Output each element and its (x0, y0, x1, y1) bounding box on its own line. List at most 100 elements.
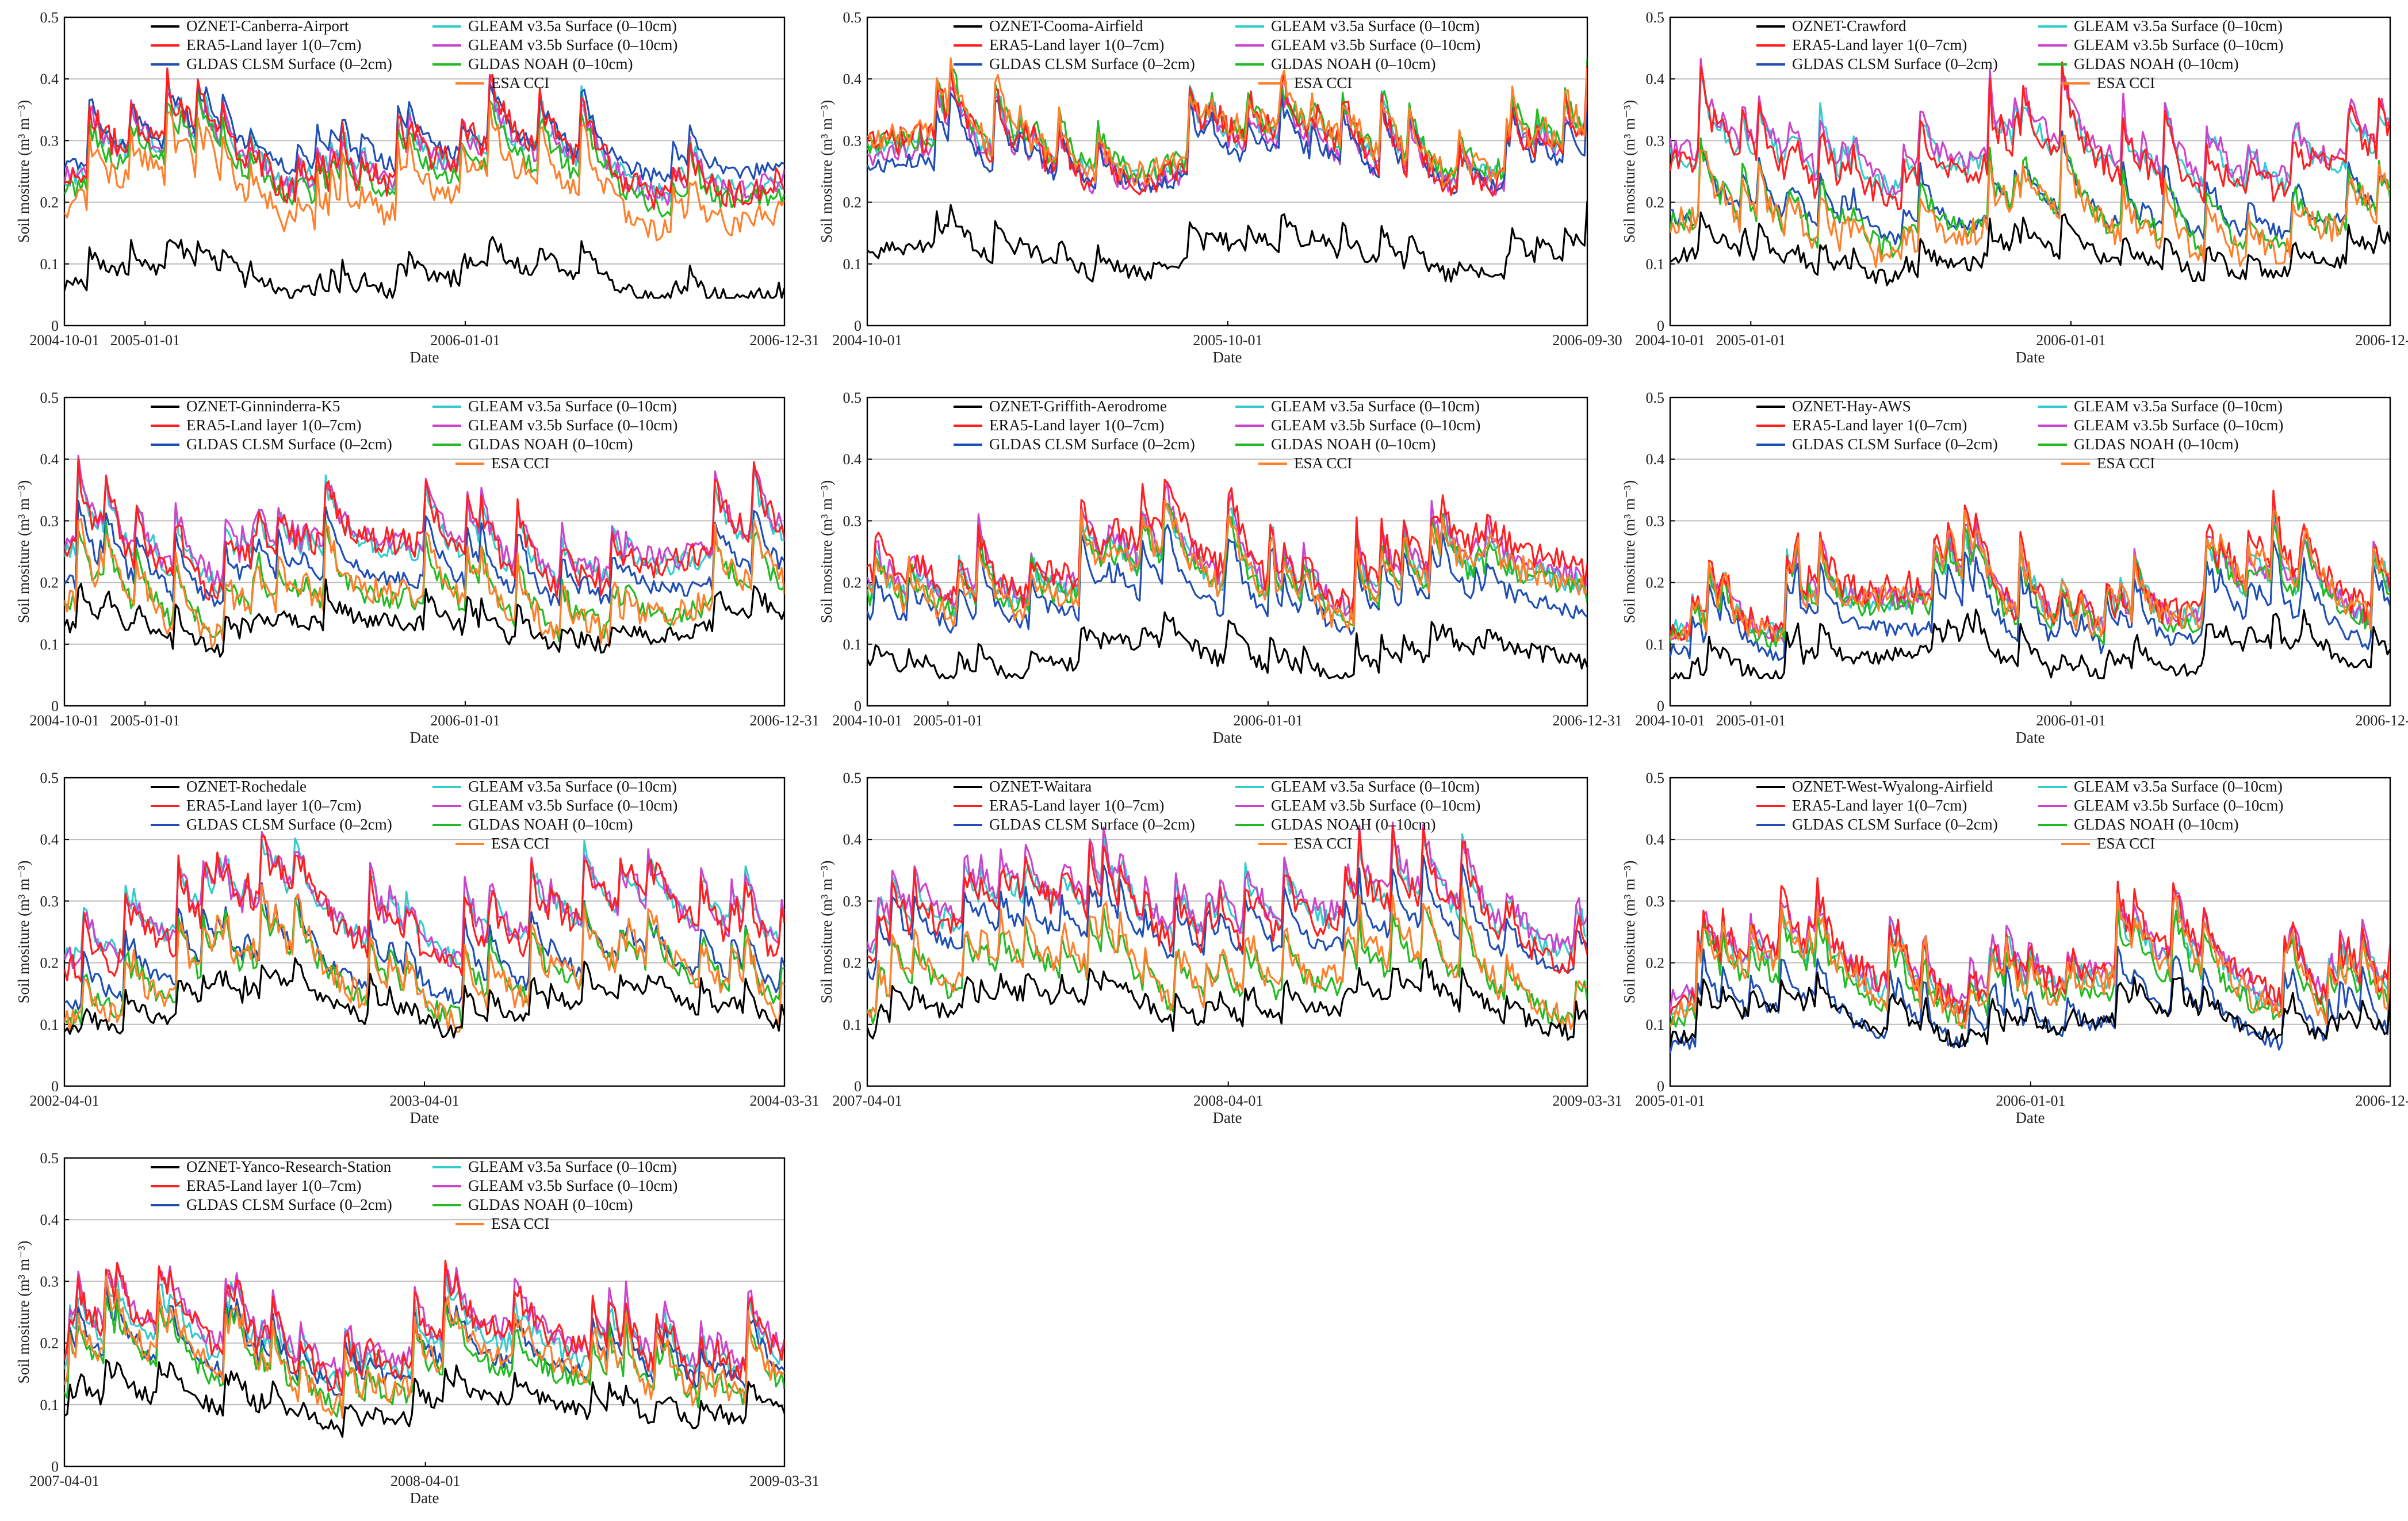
y-tick-label: 0.4 (1646, 71, 1665, 87)
series-line-era5 (867, 827, 1587, 974)
x-axis-title: Date (410, 349, 439, 366)
x-tick-label: 2006-01-01 (2036, 712, 2105, 729)
legend-label: GLEAM v3.5b Surface (0–10cm) (1271, 797, 1480, 814)
series-line-gldas-noah (64, 1297, 784, 1418)
legend-label: GLEAM v3.5a Surface (0–10cm) (468, 17, 677, 35)
legend-label: GLDAS NOAH (0–10cm) (2074, 435, 2238, 453)
y-tick-label: 0.1 (40, 1016, 59, 1033)
y-tick-label: 0.2 (40, 194, 59, 211)
y-tick-label: 0.2 (1646, 194, 1665, 211)
chart-panel: 0 0.1 0.2 0.3 0.4 0.5 2004-10-01 2005-01-01 2006… (1606, 0, 2408, 380)
series-line-insitu (1670, 608, 2390, 679)
x-tick-label: 2005-10-01 (1193, 332, 1262, 349)
legend-label: OZNET-Hay-AWS (1792, 398, 1911, 415)
x-tick-label: 2004-10-01 (29, 712, 99, 729)
y-tick-label: 0.1 (40, 1397, 59, 1413)
x-tick-label: 2002-04-01 (29, 1092, 99, 1109)
legend-label: GLDAS NOAH (0–10cm) (468, 435, 633, 453)
legend-label: ESA CCI (2097, 454, 2155, 472)
x-axis-title: Date (1213, 729, 1242, 746)
series-line-gldas-clsm (1670, 945, 2390, 1053)
axes-frame (1669, 16, 2391, 327)
legend-label: ERA5-Land layer 1(0–7cm) (989, 416, 1164, 434)
legend-label: GLEAM v3.5b Surface (0–10cm) (468, 36, 677, 53)
legend-label: GLEAM v3.5b Surface (0–10cm) (468, 797, 677, 814)
legend-label: ERA5-Land layer 1(0–7cm) (989, 797, 1164, 814)
y-tick-label: 0 (1657, 318, 1664, 334)
y-tick-label: 0.5 (1646, 389, 1665, 406)
y-tick-label: 0.4 (40, 451, 59, 468)
y-tick-label: 0.3 (40, 513, 59, 529)
x-tick-label: 2007-04-01 (832, 1092, 902, 1109)
legend-label: GLDAS CLSM Surface (0–2cm) (989, 435, 1195, 453)
legend-label: GLDAS NOAH (0–10cm) (468, 55, 633, 72)
legend-label: GLDAS CLSM Surface (0–2cm) (1792, 55, 1998, 72)
legend-label: ESA CCI (491, 1215, 549, 1232)
legend-label: GLDAS CLSM Surface (0–2cm) (989, 816, 1195, 833)
series-line-insitu (64, 578, 784, 658)
chart-svg: 0 0.1 0.2 0.3 0.4 0.5 2004-10-01 2005-01-01 2006… (1621, 9, 2408, 366)
y-tick-label: 0.3 (1646, 132, 1665, 149)
x-tick-label: 2006-12-31 (2355, 712, 2408, 729)
legend-label: OZNET-Canberra-Airport (186, 17, 349, 35)
y-tick-label: 0.4 (843, 71, 862, 87)
legend-label: ERA5-Land layer 1(0–7cm) (186, 36, 361, 53)
y-tick-label: 0.5 (40, 770, 59, 786)
x-tick-label: 2007-04-01 (29, 1473, 99, 1489)
legend-label: GLEAM v3.5a Surface (0–10cm) (468, 778, 677, 795)
series-line-esa (867, 886, 1587, 1030)
series-line-gldas-noah (64, 92, 784, 218)
x-tick-label: 2008-04-01 (391, 1473, 460, 1489)
legend-label: ERA5-Land layer 1(0–7cm) (186, 1177, 361, 1194)
chart-panel: 0 0.1 0.2 0.3 0.4 0.5 2004-10-01 2005-10-01 2006… (803, 0, 1622, 380)
y-tick-label: 0.3 (40, 893, 59, 909)
x-tick-label: 2003-04-01 (389, 1092, 459, 1109)
x-axis-title: Date (410, 729, 439, 746)
y-tick-label: 0.2 (1646, 955, 1665, 972)
legend-label: GLDAS CLSM Surface (0–2cm) (186, 55, 392, 72)
series-line-esa (64, 102, 784, 242)
legend-label: GLEAM v3.5a Surface (0–10cm) (1271, 778, 1480, 795)
x-tick-label: 2004-03-31 (749, 1092, 819, 1109)
legend-label: GLDAS CLSM Surface (0–2cm) (989, 55, 1195, 72)
y-tick-label: 0.4 (40, 831, 59, 848)
series-line-esa (867, 57, 1587, 188)
legend-label: GLDAS NOAH (0–10cm) (2074, 816, 2238, 833)
series-line-insitu (867, 958, 1587, 1041)
y-tick-label: 0 (1657, 1078, 1664, 1095)
legend-label: ERA5-Land layer 1(0–7cm) (989, 36, 1164, 53)
axes-frame (1669, 396, 2391, 707)
legend-label: ESA CCI (2097, 835, 2155, 852)
y-tick-label: 0.2 (843, 955, 862, 972)
chart-panel: 0 0.1 0.2 0.3 0.4 0.5 2005-01-01 2006-01-01 2006… (1606, 760, 2408, 1141)
legend-label: GLDAS NOAH (0–10cm) (1271, 816, 1435, 833)
series-line-esa (867, 499, 1587, 630)
series-line-era5 (64, 67, 784, 210)
x-tick-label: 2006-12-31 (2355, 332, 2408, 349)
x-tick-label: 2005-01-01 (1716, 712, 1786, 729)
x-tick-label: 2006-09-30 (1552, 332, 1622, 349)
x-axis-title: Date (2016, 1109, 2045, 1126)
legend-label: GLEAM v3.5b Surface (0–10cm) (2074, 36, 2283, 53)
chart-svg: 0 0.1 0.2 0.3 0.4 0.5 2005-01-01 2006-01-01 2006… (1621, 770, 2408, 1126)
legend-label: GLEAM v3.5b Surface (0–10cm) (2074, 797, 2283, 814)
chart-panel: 0 0.1 0.2 0.3 0.4 0.5 2004-10-01 2005-01-01 2006… (0, 0, 820, 380)
x-tick-label: 2008-04-01 (1193, 1092, 1263, 1109)
chart-svg: 0 0.1 0.2 0.3 0.4 0.5 2004-10-01 2005-01-01 2006… (1621, 389, 2408, 746)
series-line-gldas-clsm (1670, 540, 2390, 662)
legend-label: ESA CCI (491, 74, 549, 91)
y-axis-title: Soil mositure (m³ m⁻³) (1621, 480, 1638, 624)
y-tick-label: 0.1 (1646, 1016, 1665, 1033)
series-line-gldas-clsm (867, 855, 1587, 981)
series-line-esa (64, 1275, 784, 1419)
legend-label: ESA CCI (2097, 74, 2155, 91)
x-tick-label: 2009-03-31 (749, 1473, 819, 1489)
series-line-gleam-b (1670, 891, 2390, 1011)
x-tick-label: 2006-12-31 (749, 332, 819, 349)
series-line-esa (64, 884, 784, 1035)
y-tick-label: 0 (854, 698, 862, 714)
legend-label: GLEAM v3.5b Surface (0–10cm) (1271, 416, 1480, 434)
legend-label: GLDAS CLSM Surface (0–2cm) (186, 816, 392, 833)
chart-svg: 0 0.1 0.2 0.3 0.4 0.5 2004-10-01 2005-01-01 2006… (15, 9, 820, 366)
axes-frame (866, 396, 1588, 707)
